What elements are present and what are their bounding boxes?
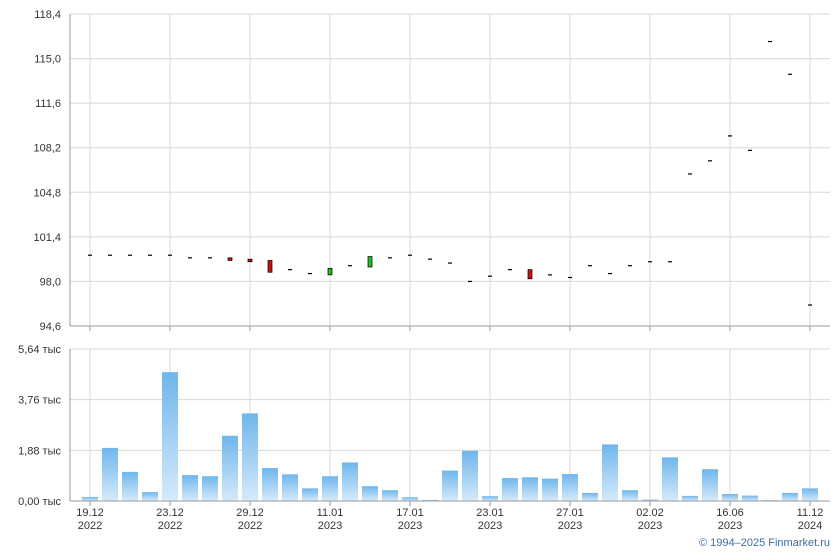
volume-y-labels: 0,00 тыс 1,88 тыс 3,76 тыс 5,64 тыс bbox=[18, 344, 61, 508]
volume-bar bbox=[402, 497, 418, 501]
x-tick-label-date: 23.01 bbox=[476, 507, 504, 519]
volume-bar bbox=[302, 488, 318, 501]
volume-bar bbox=[122, 471, 138, 501]
price-y-labels: 94,6 98,0 101,4 104,8 108,2 111,6 115,0 118,4 bbox=[33, 9, 61, 333]
volume-bar bbox=[662, 457, 678, 501]
volume-bar bbox=[222, 435, 238, 501]
volume-bar bbox=[342, 462, 358, 501]
volume-series bbox=[82, 372, 818, 501]
volume-bar bbox=[82, 496, 98, 501]
x-tick-label-date: 19.12 bbox=[76, 507, 104, 519]
x-tick-label-date: 16.06 bbox=[716, 507, 744, 519]
volume-bar bbox=[702, 469, 718, 501]
x-tick-label-year: 2023 bbox=[558, 520, 582, 532]
x-tick-label-date: 11.12 bbox=[797, 507, 824, 519]
x-tick-label-date: 23.12 bbox=[156, 507, 184, 519]
x-tick-label-date: 29.12 bbox=[236, 507, 264, 519]
price-candle bbox=[227, 257, 233, 261]
x-labels: 19.12202223.12202229.12202211.01202317.0… bbox=[76, 507, 823, 532]
volume-y-tick-label: 3,76 тыс bbox=[18, 395, 61, 407]
price-y-tick-label: 101,4 bbox=[33, 232, 61, 244]
x-tick-label-date: 27.01 bbox=[556, 507, 584, 519]
axes bbox=[69, 14, 830, 502]
volume-bar bbox=[722, 493, 738, 501]
volume-bar bbox=[782, 492, 798, 501]
volume-bar bbox=[462, 450, 478, 501]
copyright-text: © 1994–2025 Finmarket.ru bbox=[699, 537, 830, 549]
volume-bar bbox=[482, 496, 498, 501]
volume-bar bbox=[202, 476, 218, 501]
volume-bar bbox=[162, 372, 178, 501]
volume-bar bbox=[502, 478, 518, 501]
volume-bar bbox=[622, 490, 638, 501]
volume-bar bbox=[262, 468, 278, 501]
price-series bbox=[88, 40, 812, 306]
x-tick-label-year: 2024 bbox=[798, 520, 822, 532]
price-candle bbox=[247, 258, 253, 263]
x-grid bbox=[89, 14, 811, 506]
x-tick-label-year: 2022 bbox=[158, 520, 182, 532]
volume-bar bbox=[142, 492, 158, 501]
volume-bar bbox=[362, 486, 378, 501]
x-tick-label-date: 17.01 bbox=[396, 507, 424, 519]
volume-bar bbox=[242, 413, 258, 501]
price-y-tick-label: 98,0 bbox=[40, 276, 61, 288]
x-tick-label-year: 2023 bbox=[318, 520, 342, 532]
volume-bar bbox=[642, 499, 658, 501]
volume-bar bbox=[322, 476, 338, 501]
x-tick-label-year: 2023 bbox=[478, 520, 502, 532]
volume-bar bbox=[182, 475, 198, 501]
volume-bar bbox=[522, 477, 538, 501]
price-candle bbox=[367, 256, 373, 268]
x-tick-label-year: 2023 bbox=[398, 520, 422, 532]
price-y-tick-label: 104,8 bbox=[33, 187, 61, 199]
volume-y-tick-label: 1,88 тыс bbox=[18, 445, 61, 457]
x-tick-label-year: 2023 bbox=[718, 520, 742, 532]
x-tick-label-year: 2022 bbox=[238, 520, 262, 532]
volume-y-tick-label: 0,00 тыс bbox=[18, 496, 61, 508]
volume-bar bbox=[422, 499, 438, 501]
volume-bar bbox=[442, 470, 458, 501]
price-y-tick-label: 111,6 bbox=[35, 98, 61, 110]
volume-bar bbox=[282, 474, 298, 501]
volume-bar bbox=[582, 492, 598, 501]
volume-bar bbox=[802, 488, 818, 501]
price-candle bbox=[327, 267, 333, 276]
volume-y-tick-label: 5,64 тыс bbox=[18, 344, 61, 356]
price-y-tick-label: 118,4 bbox=[34, 9, 61, 21]
price-y-tick-label: 108,2 bbox=[33, 143, 61, 155]
volume-bar bbox=[602, 444, 618, 501]
volume-bar bbox=[562, 474, 578, 501]
volume-bar bbox=[102, 447, 118, 501]
x-tick-label-year: 2022 bbox=[78, 520, 102, 532]
price-candle bbox=[527, 269, 533, 280]
price-grid bbox=[70, 13, 830, 327]
volume-bar bbox=[542, 478, 558, 501]
price-y-tick-label: 94,6 bbox=[40, 321, 61, 333]
volume-bar bbox=[742, 495, 758, 501]
volume-bar bbox=[382, 490, 398, 501]
x-tick-label-date: 02.02 bbox=[636, 507, 664, 519]
x-tick-label-date: 11.01 bbox=[317, 507, 344, 519]
price-y-tick-label: 115,0 bbox=[34, 54, 61, 66]
x-tick-label-year: 2023 bbox=[638, 520, 662, 532]
volume-bar bbox=[682, 495, 698, 501]
price-candle bbox=[267, 260, 273, 273]
